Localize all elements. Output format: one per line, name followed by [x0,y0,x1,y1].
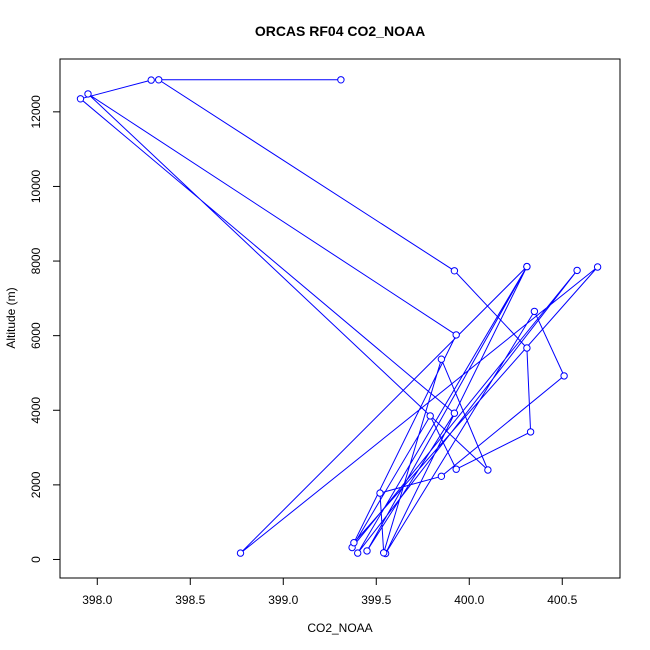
y-tick-label: 6000 [29,322,43,349]
x-tick-label: 400.5 [547,593,577,607]
y-tick-label: 8000 [29,247,43,274]
x-tick-label: 398.5 [175,593,205,607]
data-point [530,307,539,316]
data-point [523,344,531,352]
data-point [363,547,371,555]
chart-title: ORCAS RF04 CO2_NOAA [255,23,425,39]
data-point [84,90,92,98]
y-tick-label: 4000 [29,397,43,424]
data-point [523,262,531,271]
data-point [450,409,459,417]
data-point [76,95,85,103]
data-point [236,549,245,557]
data-series [76,76,602,558]
data-point [350,539,358,547]
x-tick-label: 399.0 [268,593,298,607]
x-tick-label: 400.0 [454,593,484,607]
data-point [337,76,345,84]
x-axis: 398.0 398.5 399.0 399.5 400.0 400.5 [82,577,578,607]
y-axis-label: Altitude (m) [4,287,18,348]
y-tick-label: 10000 [29,169,43,203]
data-point [376,489,384,497]
data-point [593,263,602,271]
y-tick-label: 2000 [29,471,43,498]
x-tick-label: 398.0 [82,593,112,607]
data-point [573,266,581,275]
x-tick-label: 399.5 [361,593,391,607]
data-point [560,372,568,380]
plot-frame [59,58,621,579]
data-point [452,465,460,473]
x-axis-label: CO2_NOAA [307,621,372,635]
data-point [155,76,163,84]
y-axis: 0 2000 4000 6000 8000 10000 12000 [29,95,61,563]
data-point [380,549,388,557]
data-point [452,331,460,339]
data-point [426,412,434,420]
data-point [484,466,492,474]
data-point [450,267,459,275]
data-point [147,76,155,84]
series-line [79,79,598,554]
data-point [437,472,446,480]
data-point [354,549,362,557]
y-tick-label: 0 [29,556,43,563]
data-point [437,355,446,363]
data-point [526,428,535,436]
y-tick-label: 12000 [29,95,43,129]
